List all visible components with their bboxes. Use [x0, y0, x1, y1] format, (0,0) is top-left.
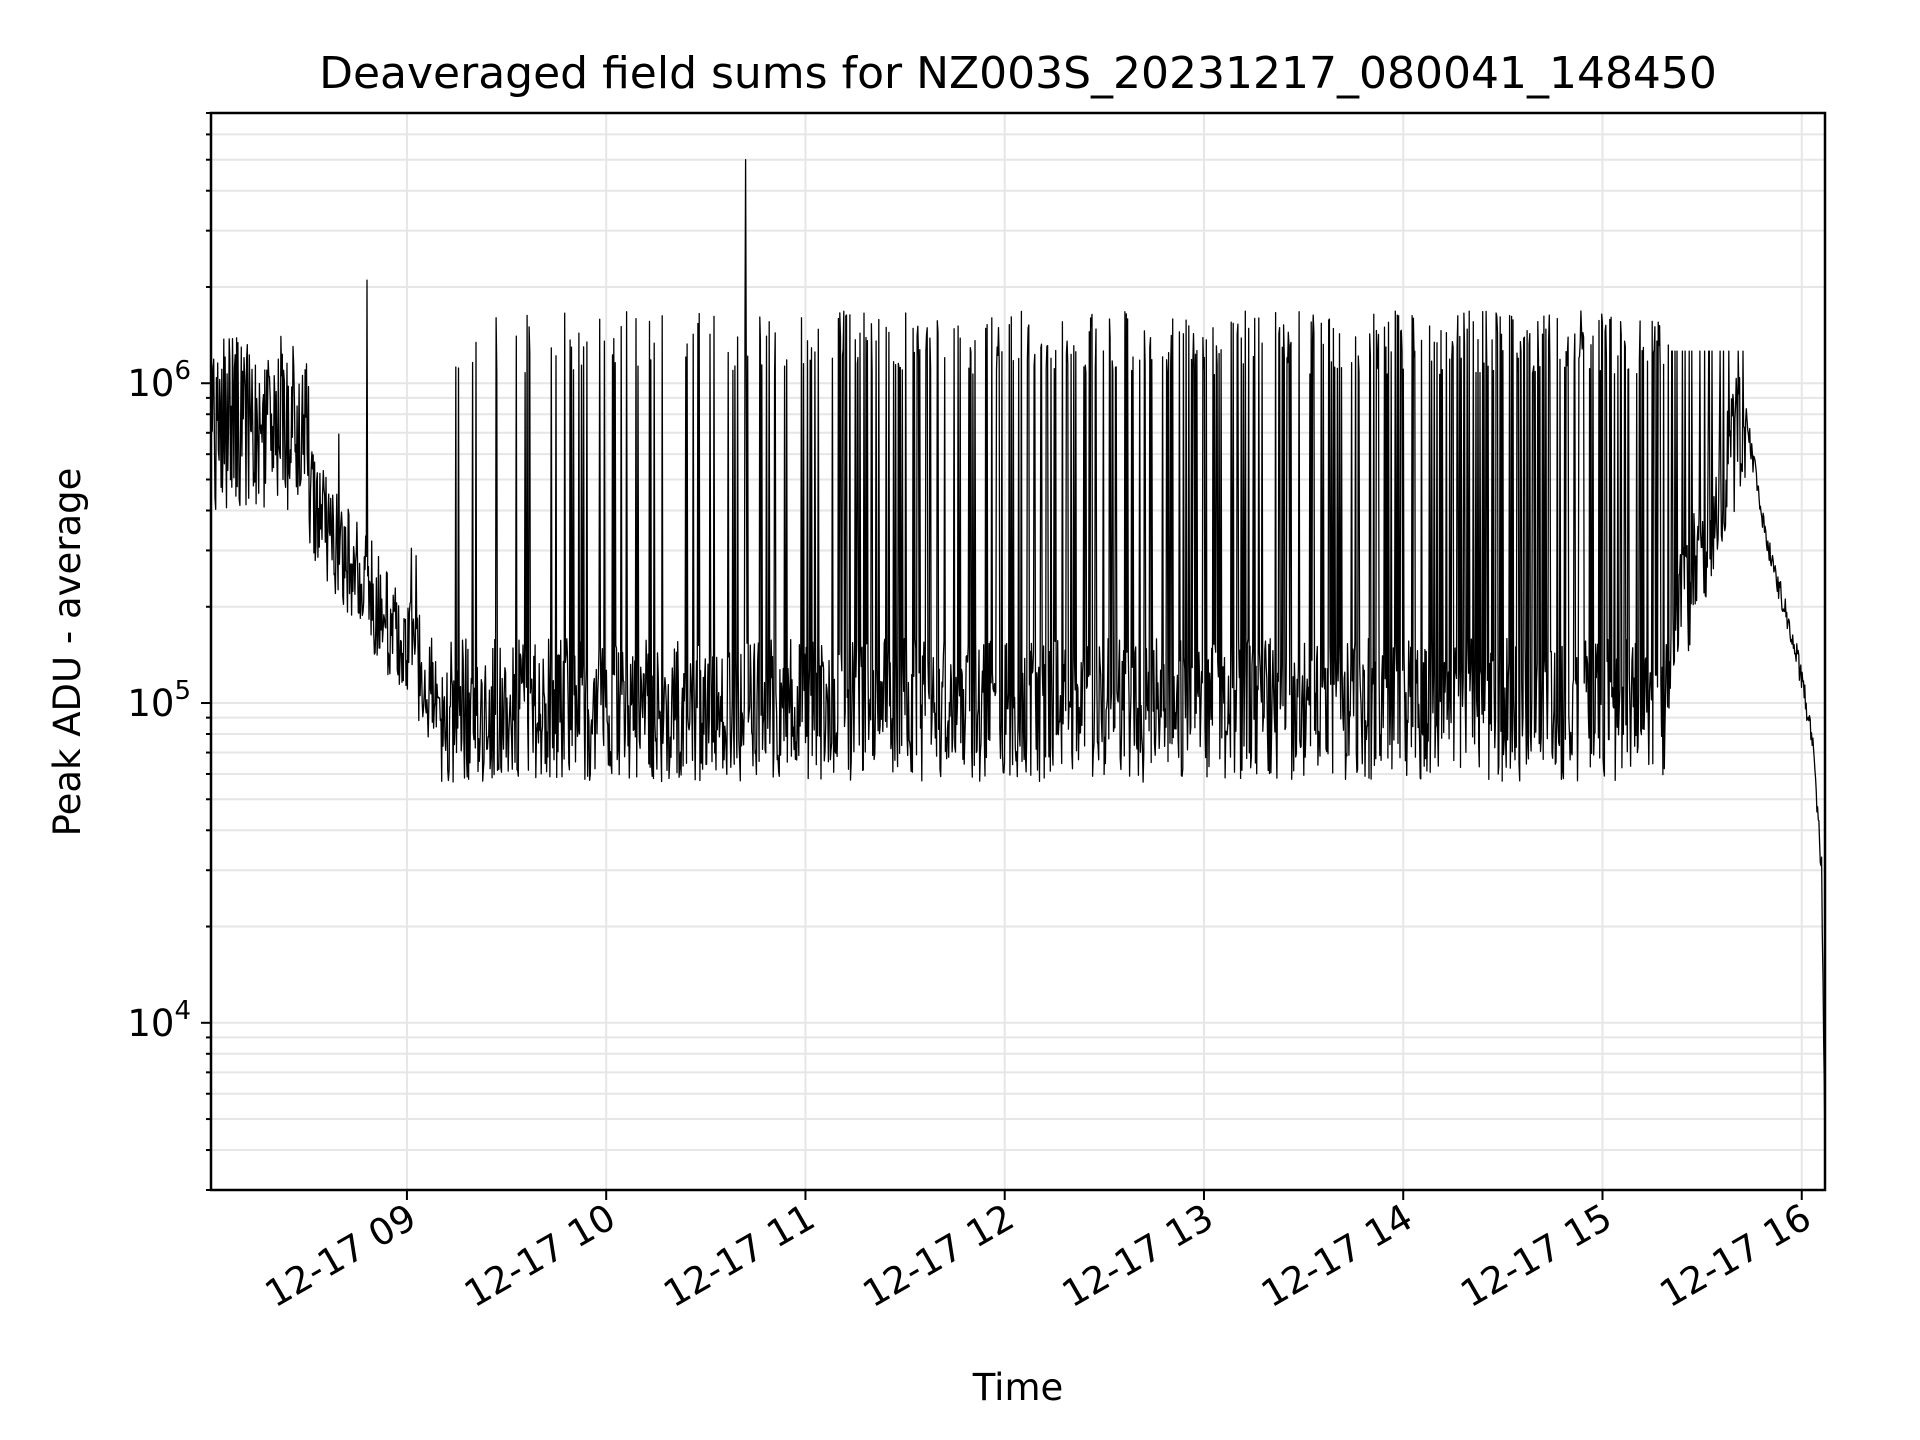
y-tick-label-exponent: 5	[174, 676, 191, 706]
y-tick-label-exponent: 6	[174, 356, 191, 386]
x-axis-label: Time	[972, 1366, 1064, 1409]
plot-frame	[209, 111, 1827, 1192]
y-tick-label-base: 10	[127, 682, 174, 725]
y-axis-label: Peak ADU - average	[46, 468, 89, 837]
y-tick-label-base: 10	[127, 362, 174, 405]
series-line	[210, 159, 1826, 1151]
series-layer	[210, 159, 1826, 1151]
y-tick-label: 105	[127, 676, 191, 725]
y-tick-label-base: 10	[127, 1002, 174, 1045]
y-tick-label: 104	[127, 996, 191, 1045]
y-tick-label: 106	[127, 356, 191, 405]
chart-title: Deaveraged field sums for NZ003S_2023121…	[319, 48, 1717, 99]
y-tick-label-exponent: 4	[174, 996, 191, 1026]
